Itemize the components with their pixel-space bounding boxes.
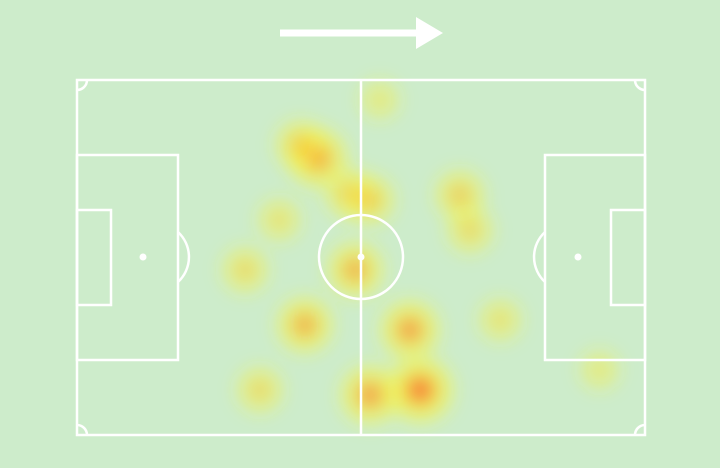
heat-spot <box>440 200 500 260</box>
centre-spot <box>357 253 365 261</box>
penalty-spot <box>139 253 147 261</box>
heat-spot <box>333 358 407 432</box>
heat-spot <box>472 292 528 348</box>
heat-spot <box>251 192 307 248</box>
arrow-head <box>416 17 443 49</box>
heat-spot <box>270 290 340 360</box>
penalty-arc <box>177 231 191 283</box>
penalty-arc <box>532 231 546 283</box>
corner-arcs <box>76 79 646 436</box>
centre-circle <box>317 213 405 301</box>
pitch-lines <box>75 78 647 437</box>
heat-spot <box>215 240 275 300</box>
heat-spot <box>573 344 626 396</box>
direction-arrow <box>280 17 443 49</box>
heat-layer <box>215 74 626 432</box>
heat-spot <box>339 168 402 231</box>
penalty-spot <box>574 253 582 261</box>
heat-spot <box>230 360 290 420</box>
heat-spot <box>354 74 406 126</box>
six-yard-box <box>609 208 647 307</box>
heat-spot <box>373 293 447 367</box>
six-yard-box <box>75 208 113 307</box>
heat-spot <box>320 235 390 305</box>
heat-spot <box>269 113 332 176</box>
